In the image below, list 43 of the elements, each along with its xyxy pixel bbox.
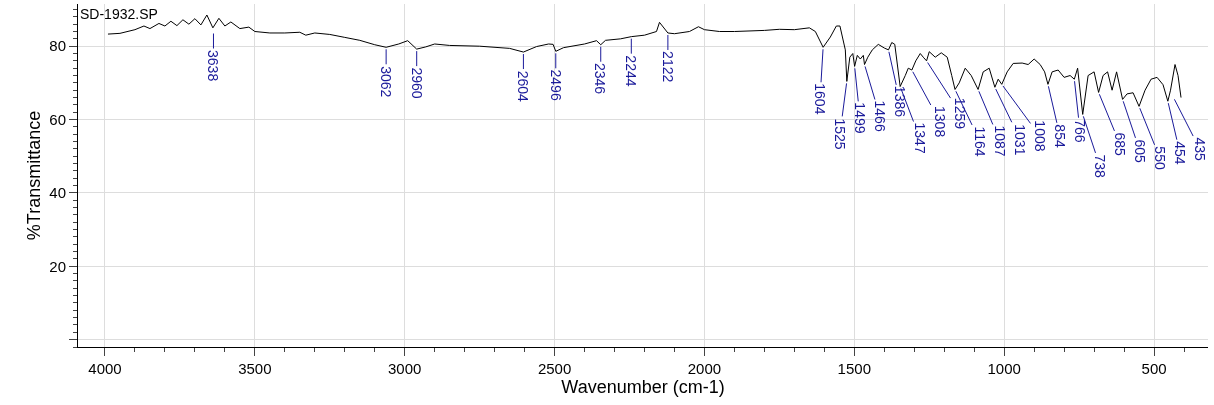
- annotation: 2346: [592, 62, 609, 95]
- annotation: 2122: [659, 51, 676, 83]
- y-tick-label: 80: [49, 37, 66, 55]
- annotation: 1466: [871, 100, 888, 132]
- annotation: 685: [1112, 132, 1129, 156]
- annotation: 2604: [515, 70, 532, 103]
- annotation: SD-1932.SP: [80, 6, 158, 22]
- annotation: 3062: [378, 66, 395, 98]
- annotation: 1499: [852, 102, 869, 134]
- annotation: 550: [1152, 146, 1169, 170]
- x-tick-label: 1500: [837, 360, 871, 377]
- annotation: 2244: [622, 55, 639, 87]
- x-axis-title: Wavenumber (cm-1): [561, 377, 725, 397]
- annotation: 1308: [932, 106, 949, 138]
- annotation: 1031: [1012, 124, 1029, 156]
- annotation: 454: [1172, 141, 1189, 165]
- annotation: 1259: [951, 97, 968, 130]
- annotation: 435: [1191, 137, 1208, 162]
- y-tick-label: 60: [49, 110, 66, 128]
- y-tick-label: 40: [49, 184, 66, 202]
- x-tick-label: 3500: [238, 360, 272, 377]
- annotation: 766: [1072, 119, 1089, 143]
- annotation: 1347: [911, 122, 928, 154]
- annotation: 1164: [972, 126, 989, 157]
- annotation: 1604: [812, 83, 829, 115]
- annotation: 738: [1092, 154, 1109, 178]
- annotation: 2960: [408, 67, 425, 99]
- x-tick-label: 1000: [987, 360, 1021, 377]
- x-tick-label: 2500: [537, 360, 572, 377]
- annotation: 1386: [891, 85, 908, 118]
- x-tick-label: 4000: [88, 360, 122, 377]
- x-tick-label: 3000: [388, 360, 422, 377]
- annotation: 854: [1052, 124, 1069, 148]
- annotation: 2496: [548, 69, 565, 101]
- y-axis-title: %Transmittance: [23, 110, 44, 241]
- annotation: 1525: [832, 118, 849, 150]
- x-tick-label: 2000: [687, 360, 722, 377]
- annotation: 1087: [992, 125, 1009, 157]
- annotation: 1008: [1032, 120, 1049, 152]
- x-tick-label: 500: [1141, 360, 1167, 377]
- annotation: 3638: [204, 50, 221, 82]
- y-tick-label: 20: [49, 257, 66, 275]
- annotation: 605: [1132, 139, 1149, 163]
